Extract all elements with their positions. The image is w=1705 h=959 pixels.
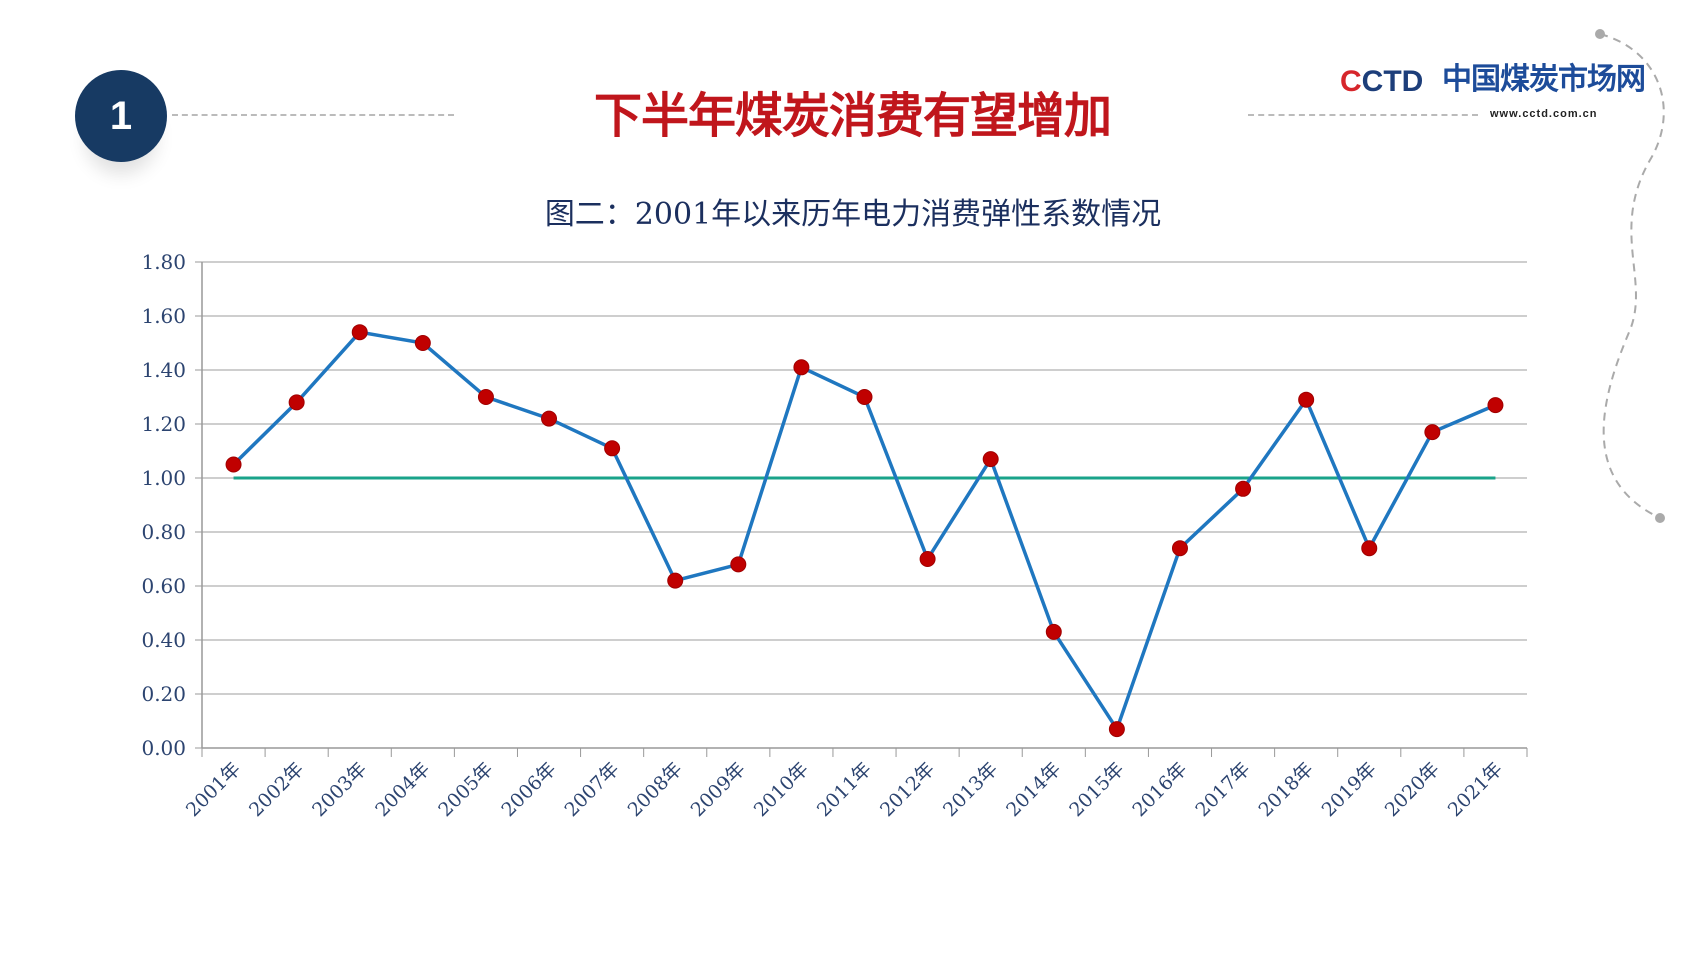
slide-title: 下半年煤炭消费有望增加 [593,88,1112,144]
y-tick-label: 0.40 [141,628,186,652]
data-point-marker [351,324,368,341]
x-tick-label: 2016年 [1128,758,1191,821]
x-tick-label: 2017年 [1191,758,1254,821]
decorative-dot [1655,513,1665,523]
data-point-marker [604,440,621,457]
data-point-marker [1045,623,1062,640]
data-point-marker [1361,540,1378,557]
cctd-logo: CCTD 中国煤炭市场网 www.cctd.com.cn [1340,60,1670,126]
data-point-marker [1108,721,1125,738]
x-tick-label: 2010年 [750,758,813,821]
x-tick-label: 2006年 [497,758,560,821]
x-tick-label: 2020年 [1381,758,1444,821]
data-point-marker [414,335,431,351]
x-tick-label: 2011年 [813,758,876,821]
x-tick-label: 2002年 [245,758,308,821]
x-tick-label: 2021年 [1444,758,1507,821]
y-tick-label: 0.80 [141,520,186,544]
chart-title: 图二：2001年以来历年电力消费弹性系数情况 [545,197,1161,232]
x-tick-label: 2001年 [182,758,245,821]
data-point-marker [919,551,936,567]
x-tick-label: 2009年 [687,758,750,821]
decorative-dot [1595,29,1605,39]
data-point-marker [856,389,873,405]
y-tick-label: 0.00 [141,736,186,760]
decorative-dashed-curve [1599,33,1665,519]
dashed-divider-left [172,114,454,116]
x-tick-label: 2003年 [308,758,371,821]
data-point-marker [288,394,305,411]
x-tick-label: 2004年 [371,758,434,821]
y-tick-label: 1.80 [141,250,186,274]
y-tick-label: 1.20 [141,412,186,436]
y-tick-label: 1.00 [141,466,186,490]
data-point-marker [1171,540,1188,557]
y-tick-label: 0.20 [141,682,186,706]
data-point-marker [1298,391,1315,408]
x-tick-label: 2015年 [1065,758,1128,821]
data-point-marker [1235,480,1252,497]
x-tick-label: 2018年 [1255,758,1318,821]
x-tick-label: 2013年 [939,758,1002,821]
logo-name: 中国煤炭市场网 [1442,62,1646,97]
logo-mark: CCTD [1340,65,1424,98]
dashed-divider-right [1248,114,1478,116]
x-tick-label: 2014年 [1002,758,1065,821]
data-point-marker [225,456,242,473]
data-point-marker [730,556,747,573]
data-point-marker [1487,397,1504,414]
x-tick-label: 2008年 [624,758,687,821]
x-tick-label: 2019年 [1318,758,1381,821]
data-point-marker [1424,424,1441,441]
x-tick-label: 2005年 [434,758,497,821]
data-point-marker [477,389,494,405]
slide-number-badge: 1 [75,70,167,162]
y-tick-label: 1.60 [141,304,186,328]
data-point-marker [541,410,558,427]
y-tick-label: 0.60 [141,574,186,598]
logo-url: www.cctd.com.cn [1490,108,1598,120]
x-tick-label: 2012年 [876,758,939,821]
y-tick-label: 1.40 [141,358,186,382]
x-tick-label: 2007年 [560,758,623,821]
data-point-marker [793,359,810,376]
data-point-marker [667,572,684,589]
data-point-marker [982,451,999,468]
